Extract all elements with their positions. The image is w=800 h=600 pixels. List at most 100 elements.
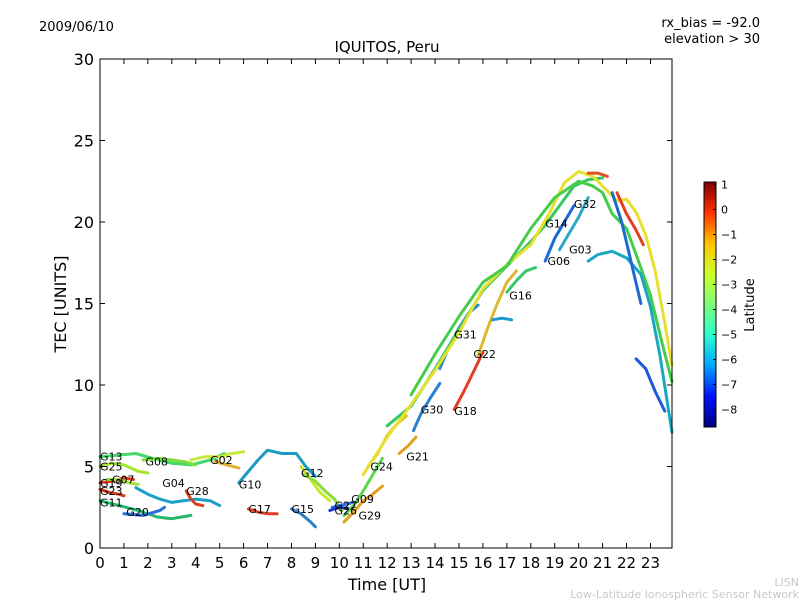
- series-g27: [330, 500, 356, 509]
- x-tick-label: 1: [119, 554, 129, 572]
- satellite-label-g26: G26: [335, 505, 358, 518]
- satellite-label-g03: G03: [569, 244, 592, 257]
- colorbar-tick-label: −7: [721, 379, 737, 392]
- series-g06: [543, 204, 576, 263]
- series-g26: [328, 505, 351, 512]
- series-g22: [476, 269, 518, 358]
- colorbar-tick-label: −6: [721, 354, 737, 367]
- series-g09: [342, 456, 384, 517]
- chart-title: IQUITOS, Peru: [334, 38, 439, 56]
- plot-frame: [99, 58, 673, 549]
- x-tick-label: 19: [545, 554, 564, 572]
- series-g28: [184, 489, 205, 508]
- satellite-label-g24: G24: [370, 461, 393, 474]
- satellite-label-g19: G19: [100, 477, 123, 490]
- series-layer: [98, 170, 674, 529]
- x-tick-label: 9: [311, 554, 321, 572]
- colorbar-gradient: [703, 181, 717, 428]
- x-tick-label: 12: [378, 554, 397, 572]
- satellite-label-g29: G29: [359, 509, 382, 522]
- x-tick-label: 5: [215, 554, 225, 572]
- bias-label: rx_bias = -92.0: [661, 16, 760, 31]
- series-g08: [141, 456, 198, 467]
- y-axis-label: TEC [UNITS]: [51, 256, 70, 354]
- x-tick-label: 15: [449, 554, 468, 572]
- satellite-label-g11: G11: [100, 496, 123, 509]
- colorbar-tick-label: −3: [721, 279, 737, 292]
- x-tick-label: 10: [330, 554, 349, 572]
- colorbar-tick-label: 0: [721, 204, 728, 217]
- satellite-label-g16: G16: [509, 289, 532, 302]
- series-g04: [134, 486, 222, 508]
- satellite-label-g10: G10: [239, 478, 262, 491]
- x-tick-label: 14: [426, 554, 445, 572]
- series-g25: [98, 461, 150, 475]
- series-g29: [342, 484, 384, 524]
- series-g32: [361, 170, 674, 477]
- y-tick-label: 20: [74, 213, 94, 232]
- colorbar-tick-label: 1: [721, 179, 728, 192]
- series-g23: [98, 487, 126, 498]
- colorbar-tick-label: −8: [721, 404, 737, 417]
- x-tick-label: 13: [402, 554, 421, 572]
- satellite-label-g07: G07: [112, 474, 135, 487]
- series-g32b: [586, 171, 609, 178]
- satellite-label-g17: G17: [248, 503, 271, 516]
- satellite-label-g09: G09: [351, 493, 374, 506]
- x-tick-label: 21: [593, 554, 612, 572]
- y-tick-label: 0: [84, 539, 94, 558]
- colorbar-tick-label: −4: [721, 304, 737, 317]
- x-tick-label: 23: [641, 554, 660, 572]
- axes-layer: 0 1 2 3 4 5 6 7 8 9 10 11 12 13 14 15 16 17 18 19 20 21 22 2305…: [74, 50, 673, 572]
- satellite-label-g13: G13: [100, 451, 123, 464]
- satellite-label-g06: G06: [548, 255, 571, 268]
- elevation-label: elevation > 30: [664, 32, 760, 47]
- x-tick-label: 18: [521, 554, 540, 572]
- x-tick-label: 0: [95, 554, 105, 572]
- satellite-label-g23: G23: [100, 485, 123, 498]
- satellite-label-g12: G12: [301, 467, 324, 480]
- series-g12b: [301, 473, 344, 512]
- x-tick-label: 17: [497, 554, 516, 572]
- colorbar-tick-label: −2: [721, 254, 737, 267]
- series-g03: [558, 196, 590, 252]
- satellite-label-g21: G21: [406, 451, 429, 464]
- x-axis-label: Time [UT]: [347, 575, 426, 594]
- series-g12: [299, 465, 332, 503]
- series-g30: [412, 381, 442, 433]
- series-g32f: [634, 357, 667, 413]
- satellite-label-g20: G20: [126, 506, 149, 519]
- date-label: 2009/06/10: [39, 20, 114, 35]
- series-g16b: [505, 266, 538, 294]
- series-g18: [452, 350, 485, 411]
- series-g13: [98, 452, 226, 467]
- x-tick-label: 2: [143, 554, 153, 572]
- x-tick-label: 6: [239, 554, 249, 572]
- y-tick-label: 15: [74, 295, 94, 314]
- series-g15: [290, 507, 317, 529]
- series-g32c: [409, 179, 674, 397]
- x-tick-label: 20: [569, 554, 588, 572]
- series-g02b: [213, 460, 241, 470]
- satellite-label-g04: G04: [162, 477, 185, 490]
- x-tick-label: 11: [354, 554, 373, 572]
- x-tick-label: 16: [473, 554, 492, 572]
- series-g07: [105, 478, 140, 486]
- series-g10: [237, 448, 317, 485]
- satellite-label-g31: G31: [454, 329, 477, 342]
- satellite-label-g14: G14: [545, 218, 568, 231]
- satellite-label-g02: G02: [210, 454, 233, 467]
- x-tick-label: 4: [191, 554, 201, 572]
- series-g20: [122, 505, 167, 517]
- y-tick-label: 25: [74, 132, 94, 151]
- x-tick-label: 8: [287, 554, 297, 572]
- series-g02: [189, 450, 246, 462]
- series-g32g: [610, 191, 643, 305]
- y-tick-label: 10: [74, 376, 94, 395]
- y-tick-label: 5: [84, 458, 94, 477]
- watermark-title: LISN: [774, 576, 799, 589]
- satellite-label-g28: G28: [186, 485, 209, 498]
- series-g16: [491, 316, 514, 322]
